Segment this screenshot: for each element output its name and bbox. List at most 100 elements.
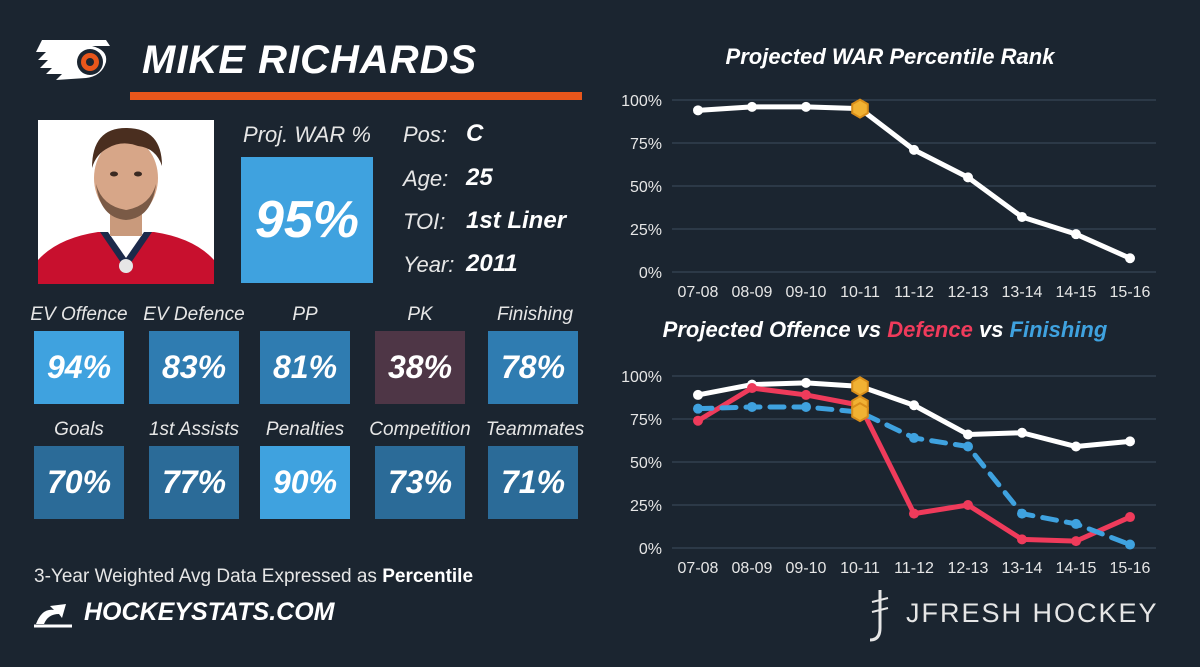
toi-label: TOI: bbox=[403, 209, 446, 234]
pos-label: Pos: bbox=[403, 122, 448, 147]
pos-value: C bbox=[466, 120, 484, 147]
components-chart-xtick-label: 14-15 bbox=[1056, 560, 1097, 577]
jfresh-text: JFRESH HOCKEY bbox=[906, 598, 1159, 628]
war-chart-data-point bbox=[1071, 229, 1081, 240]
components-title-part-0: Projected Offence vs bbox=[662, 317, 888, 342]
year-label: Year: bbox=[403, 252, 455, 277]
components-chart-data-point bbox=[693, 389, 703, 400]
components-chart-data-point bbox=[1017, 534, 1027, 545]
war-chart-data-point bbox=[693, 105, 703, 116]
war-chart-ytick-label: 50% bbox=[630, 179, 662, 196]
tile-label-ev-defence: EV Defence bbox=[143, 304, 245, 325]
tile-1st-assists: 77% bbox=[149, 446, 239, 519]
tile-label-pk: PK bbox=[407, 304, 433, 325]
components-chart-xtick-label: 11-12 bbox=[894, 560, 934, 577]
tile-ev-defence: 83% bbox=[149, 331, 239, 404]
war-chart-data-point bbox=[1017, 211, 1027, 222]
components-title-part-1: Defence bbox=[887, 317, 973, 342]
tile-label-competition: Competition bbox=[369, 419, 471, 440]
hockeystats-text: HOCKEYSTATS.COM bbox=[84, 598, 335, 626]
war-chart-ytick-label: 100% bbox=[621, 93, 662, 110]
components-title-part-3: Finishing bbox=[1009, 317, 1108, 342]
hockeystats-logo-icon bbox=[34, 604, 72, 628]
tile-label-penalties: Penalties bbox=[265, 419, 345, 440]
tile-pp: 81% bbox=[260, 331, 350, 404]
components-chart-ytick-label: 75% bbox=[630, 412, 662, 429]
components-chart-data-point bbox=[801, 389, 811, 400]
name-underline bbox=[130, 92, 582, 100]
war-chart-xtick-label: 12-13 bbox=[948, 284, 989, 301]
toi-value: 1st Liner bbox=[466, 207, 567, 234]
war-chart-data-point bbox=[801, 101, 811, 112]
war-chart-data-point bbox=[1125, 253, 1135, 264]
age-value: 25 bbox=[466, 164, 493, 191]
war-chart-xtick-label: 13-14 bbox=[1002, 284, 1043, 301]
components-chart-data-point bbox=[1017, 427, 1027, 438]
war-chart-ytick-label: 75% bbox=[630, 136, 662, 153]
components-chart-data-point bbox=[1017, 508, 1027, 519]
war-chart-series-line-0 bbox=[695, 104, 1133, 261]
tile-teammates: 71% bbox=[488, 446, 578, 519]
tile-competition: 73% bbox=[375, 446, 465, 519]
components-chart-xtick-label: 09-10 bbox=[786, 560, 827, 577]
components-chart: 100% 75% 50% 25% 0% 07-08 08-09 09-10 10-11 11-12… bbox=[621, 369, 1156, 577]
components-chart-data-point bbox=[747, 383, 757, 394]
player-photo bbox=[38, 120, 214, 284]
components-chart-data-point bbox=[963, 441, 973, 452]
tile-label-ev-offence: EV Offence bbox=[30, 304, 128, 325]
components-chart-data-point bbox=[1071, 441, 1081, 452]
player-name: MIKE RICHARDS bbox=[142, 38, 478, 82]
war-label: Proj. WAR % bbox=[243, 122, 371, 147]
flyers-logo bbox=[36, 40, 110, 80]
war-chart-highlight-point bbox=[851, 98, 869, 119]
war-chart-data-point bbox=[963, 172, 973, 183]
components-chart-data-point bbox=[963, 429, 973, 440]
war-chart-data-point bbox=[747, 101, 757, 112]
components-chart-data-point bbox=[909, 400, 919, 411]
components-chart-data-point bbox=[909, 508, 919, 519]
war-value-box: 95% bbox=[241, 157, 373, 283]
footnote-text: 3-Year Weighted Avg Data Expressed as bbox=[34, 566, 383, 587]
tile-finishing: 78% bbox=[488, 331, 578, 404]
war-chart-title: Projected WAR Percentile Rank bbox=[725, 44, 1055, 69]
components-chart-data-point bbox=[1071, 536, 1081, 547]
war-chart-xtick-label: 09-10 bbox=[786, 284, 827, 301]
tile-label-goals: Goals bbox=[54, 419, 104, 440]
components-chart-ytick-label: 25% bbox=[630, 498, 662, 515]
tile-goals: 70% bbox=[34, 446, 124, 519]
year-value: 2011 bbox=[466, 250, 518, 277]
components-chart-xtick-label: 12-13 bbox=[948, 560, 989, 577]
components-chart-xtick-label: 13-14 bbox=[1002, 560, 1043, 577]
components-chart-ytick-label: 50% bbox=[630, 455, 662, 472]
components-title-part-2: vs bbox=[972, 317, 1010, 342]
components-chart-data-point bbox=[1125, 512, 1135, 523]
components-chart-data-point bbox=[963, 500, 973, 510]
tile-label-pp: PP bbox=[292, 304, 318, 325]
components-chart-data-point bbox=[747, 401, 757, 412]
components-chart-data-point bbox=[909, 432, 919, 443]
war-chart-xtick-label: 15-16 bbox=[1110, 284, 1151, 301]
tile-ev-offence: 94% bbox=[34, 331, 124, 404]
components-chart-ytick-label: 0% bbox=[639, 541, 662, 558]
war-chart-ytick-label: 0% bbox=[639, 265, 662, 282]
war-chart-xtick-label: 10-11 bbox=[840, 284, 880, 301]
components-chart-xtick-label: 08-09 bbox=[732, 560, 773, 577]
components-chart-series-line-2 bbox=[695, 404, 1133, 548]
tile-label-1st-assists: 1st Assists bbox=[148, 419, 240, 440]
tile-label-teammates: Teammates bbox=[485, 419, 585, 440]
components-chart-data-point bbox=[693, 415, 703, 426]
components-chart-data-point bbox=[693, 403, 703, 414]
war-chart-data-point bbox=[909, 144, 919, 155]
war-percentile-chart: 100% 75% 50% 25% 0% 07-08 08-09 09-10 10-11 11-12… bbox=[621, 93, 1156, 301]
components-chart-data-point bbox=[1125, 436, 1135, 447]
war-chart-ytick-label: 25% bbox=[630, 222, 662, 239]
components-chart-data-point bbox=[1125, 539, 1135, 550]
components-chart-highlight-point bbox=[851, 376, 869, 397]
tile-pk: 38% bbox=[375, 331, 465, 404]
tile-penalties: 90% bbox=[260, 446, 350, 519]
components-chart-ytick-label: 100% bbox=[621, 369, 662, 386]
war-chart-xtick-label: 07-08 bbox=[678, 284, 719, 301]
tile-label-finishing: Finishing bbox=[496, 304, 574, 325]
war-chart-xtick-label: 11-12 bbox=[894, 284, 934, 301]
components-chart-highlight-point bbox=[851, 401, 869, 423]
